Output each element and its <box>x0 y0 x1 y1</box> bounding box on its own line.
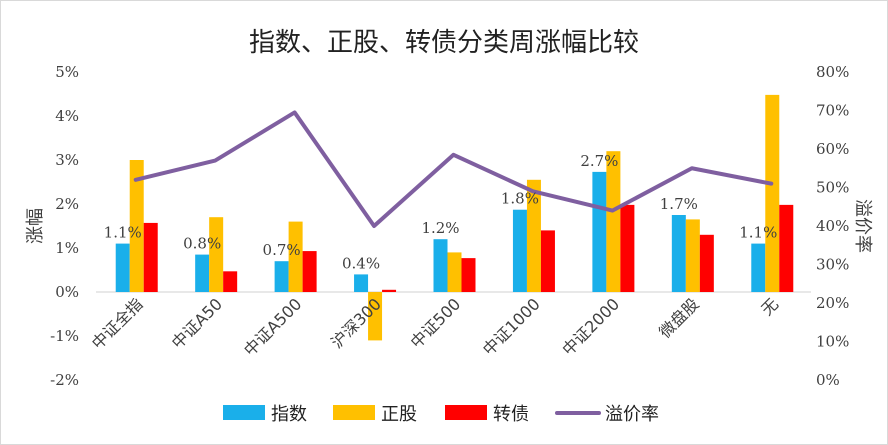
data-label: 0.8% <box>183 235 221 253</box>
category-labels-group: 中证全指 中证A50 中证A500 沪深300 中证500 中证1000 中证2000 微盘股… <box>88 294 782 359</box>
bars-group <box>115 94 794 341</box>
y2-tick-label: 60% <box>816 140 849 158</box>
y-tick-label: 5% <box>55 63 79 81</box>
bar-index <box>274 261 289 292</box>
y-axis-title: 涨幅 <box>25 208 46 244</box>
y2-tick-label: 20% <box>816 294 849 312</box>
bar-bond <box>540 230 555 292</box>
bar-stock <box>765 94 780 292</box>
bar-bond <box>699 234 714 292</box>
y2-tick-label: 10% <box>816 333 849 351</box>
data-label: 0.4% <box>342 254 380 272</box>
bar-stock <box>526 179 541 292</box>
bar-index <box>671 215 686 292</box>
bar-bond <box>779 204 794 292</box>
y-tick-label: -1% <box>50 327 79 345</box>
category-label: 中证1000 <box>479 294 544 359</box>
y2-axis-title: 溢价率 <box>852 199 873 253</box>
bar-bond <box>302 251 317 292</box>
bar-stock <box>288 221 303 292</box>
y2-tick-label: 40% <box>816 217 849 235</box>
y-tick-label: -2% <box>50 371 79 389</box>
data-label: 1.2% <box>421 219 459 237</box>
y-tick-label: 0% <box>55 283 79 301</box>
y-tick-label: 3% <box>55 151 79 169</box>
bar-stock <box>447 252 462 292</box>
data-label: 1.1% <box>104 224 142 242</box>
bar-index <box>115 243 130 292</box>
y-tick-label: 4% <box>55 107 79 125</box>
category-label: 中证2000 <box>558 294 623 359</box>
premium-rate-line <box>133 110 774 228</box>
bar-bond <box>382 289 397 292</box>
y-tick-label: 2% <box>55 195 79 213</box>
data-label: 1.7% <box>660 195 698 213</box>
chart-title: 指数、正股、转债分类周涨幅比较 <box>249 28 639 58</box>
bar-stock <box>368 292 383 341</box>
bar-bond <box>143 222 158 292</box>
category-label: 中证A500 <box>240 294 305 359</box>
legend-swatch <box>223 405 265 420</box>
y2-tick-label: 30% <box>816 256 849 274</box>
bar-bond <box>223 271 238 292</box>
bar-stock <box>685 219 700 292</box>
bar-index <box>592 171 607 292</box>
data-labels-group: 1.1% 0.8% 0.7% 0.4% 1.2% 1.8% 2.7% 1.7% 1.1% <box>104 152 778 273</box>
y2-tick-label: 70% <box>816 102 849 120</box>
bar-index <box>433 239 448 292</box>
legend: 指数 正股 转债 溢价率 <box>223 404 659 425</box>
legend-label: 指数 <box>271 404 307 425</box>
legend-label: 溢价率 <box>605 404 659 425</box>
category-label: 无 <box>757 294 782 319</box>
bar-bond <box>620 204 635 292</box>
bar-bond <box>461 258 476 292</box>
legend-label: 转债 <box>493 404 529 425</box>
y-tick-label: 1% <box>55 239 79 257</box>
bar-index <box>751 243 766 292</box>
category-label: 中证全指 <box>88 294 147 353</box>
legend-label: 正股 <box>381 404 417 425</box>
legend-swatch <box>333 405 375 420</box>
category-label: 中证500 <box>407 294 465 352</box>
category-label: 中证A50 <box>168 294 226 352</box>
bar-stock <box>209 217 224 292</box>
bar-stock <box>606 151 621 292</box>
data-label: 0.7% <box>263 241 301 259</box>
data-label: 1.1% <box>739 224 777 242</box>
y2-tick-label: 50% <box>816 179 849 197</box>
bar-stock <box>129 160 144 292</box>
bar-index <box>195 254 210 292</box>
category-label: 微盘股 <box>655 294 702 341</box>
y2-tick-label: 0% <box>816 371 840 389</box>
line-group <box>133 110 774 228</box>
axes-group: -2% -1% 0% 1% 2% 3% 4% 5% 0% 10% 20% 30% 40% 50% 60% 70… <box>50 63 849 389</box>
legend-swatch <box>445 405 487 420</box>
data-label: 2.7% <box>580 152 618 170</box>
y2-tick-label: 80% <box>816 63 849 81</box>
data-label: 1.8% <box>501 190 539 208</box>
bar-index <box>512 209 527 292</box>
bar-index <box>354 274 369 292</box>
